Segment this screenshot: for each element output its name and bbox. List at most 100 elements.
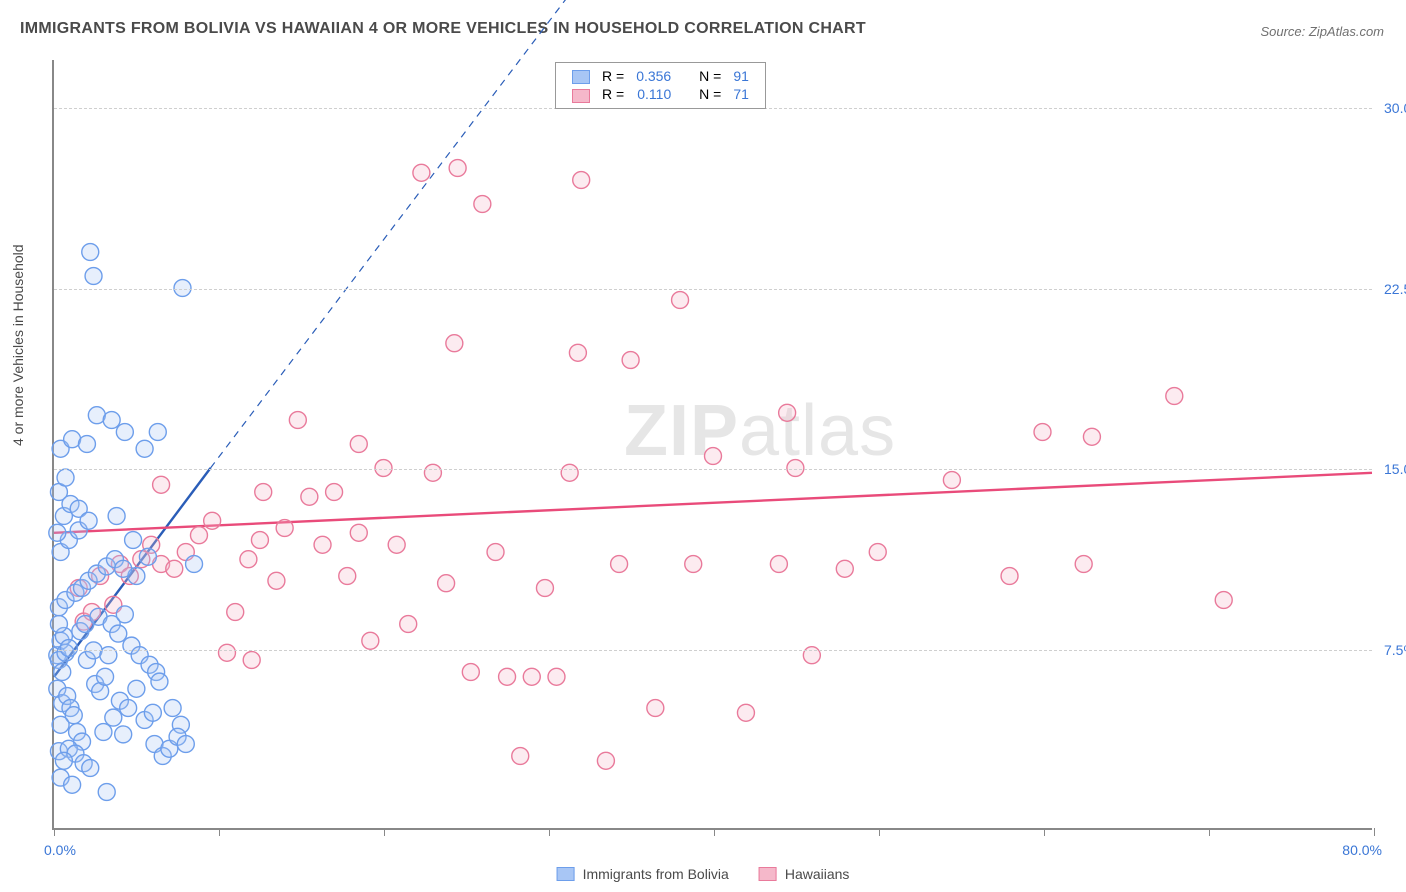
data-point [611, 556, 628, 573]
data-point [190, 527, 207, 544]
regression-line [54, 473, 1372, 533]
data-point [1034, 424, 1051, 441]
data-point [97, 668, 114, 685]
data-point [301, 488, 318, 505]
data-point [54, 664, 71, 681]
data-point [80, 512, 97, 529]
x-tick [384, 828, 385, 836]
legend-swatch-0 [557, 867, 575, 881]
n-value-1: 71 [727, 85, 755, 103]
data-point [149, 424, 166, 441]
data-point [446, 335, 463, 352]
data-point [105, 709, 122, 726]
data-point [597, 752, 614, 769]
data-point [116, 606, 133, 623]
data-point [251, 532, 268, 549]
data-point [685, 556, 702, 573]
data-point [350, 524, 367, 541]
data-point [770, 556, 787, 573]
data-point [219, 644, 236, 661]
data-point [424, 464, 441, 481]
data-point [339, 568, 356, 585]
legend-row-series-1: R = 0.110 N = 71 [566, 85, 755, 103]
data-point [573, 172, 590, 189]
data-point [388, 536, 405, 553]
data-point [350, 436, 367, 453]
data-point [95, 724, 112, 741]
x-tick [1209, 828, 1210, 836]
data-point [289, 412, 306, 429]
data-point [82, 760, 99, 777]
data-point [474, 196, 491, 213]
data-point [227, 604, 244, 621]
source-attribution: Source: ZipAtlas.com [1260, 24, 1384, 39]
legend-swatch-1 [759, 867, 777, 881]
data-point [1075, 556, 1092, 573]
data-point [82, 244, 99, 261]
x-tick [219, 828, 220, 836]
r-label: R = [596, 67, 630, 85]
n-label: N = [693, 67, 727, 85]
data-point [110, 625, 127, 642]
correlation-legend: R = 0.356 N = 91 R = 0.110 N = 71 [555, 62, 766, 109]
chart-svg [54, 60, 1372, 828]
data-point [314, 536, 331, 553]
data-point [1083, 428, 1100, 445]
data-point [462, 664, 479, 681]
x-tick [54, 828, 55, 836]
data-point [787, 460, 804, 477]
data-point [136, 440, 153, 457]
y-tick-label: 7.5% [1376, 642, 1406, 658]
data-point [128, 680, 145, 697]
data-point [779, 404, 796, 421]
data-point [55, 752, 72, 769]
y-axis-label: 4 or more Vehicles in Household [10, 244, 26, 446]
data-point [177, 736, 194, 753]
data-point [647, 700, 664, 717]
data-point [125, 532, 142, 549]
data-point [943, 472, 960, 489]
x-tick [1374, 828, 1375, 836]
data-point [1001, 568, 1018, 585]
data-point [166, 560, 183, 577]
y-tick-label: 30.0% [1376, 100, 1406, 116]
x-tick [879, 828, 880, 836]
data-point [536, 580, 553, 597]
data-point [108, 508, 125, 525]
data-point [438, 575, 455, 592]
data-point [98, 784, 115, 801]
data-point [1215, 592, 1232, 609]
data-point [57, 469, 74, 486]
x-tick [714, 828, 715, 836]
data-point [499, 668, 516, 685]
data-point [144, 704, 161, 721]
r-value-0: 0.356 [630, 67, 677, 85]
data-point [276, 520, 293, 537]
data-point [186, 556, 203, 573]
data-point [705, 448, 722, 465]
data-point [375, 460, 392, 477]
gridline [54, 289, 1372, 290]
data-point [569, 344, 586, 361]
series-legend: Immigrants from Bolivia Hawaiians [557, 866, 850, 882]
data-point [103, 412, 120, 429]
data-point [64, 776, 81, 793]
data-point [60, 640, 77, 657]
data-point [240, 551, 257, 568]
data-point [869, 544, 886, 561]
data-point [78, 436, 95, 453]
legend-item-0: Immigrants from Bolivia [557, 866, 729, 882]
data-point [672, 292, 689, 309]
r-label: R = [596, 85, 630, 103]
data-point [737, 704, 754, 721]
swatch-series-1 [572, 89, 590, 103]
data-point [523, 668, 540, 685]
data-point [255, 484, 272, 501]
data-point [243, 652, 260, 669]
legend-item-1: Hawaiians [759, 866, 850, 882]
r-value-1: 0.110 [630, 85, 677, 103]
data-point [164, 700, 181, 717]
data-point [115, 726, 132, 743]
data-point [622, 352, 639, 369]
data-point [326, 484, 343, 501]
